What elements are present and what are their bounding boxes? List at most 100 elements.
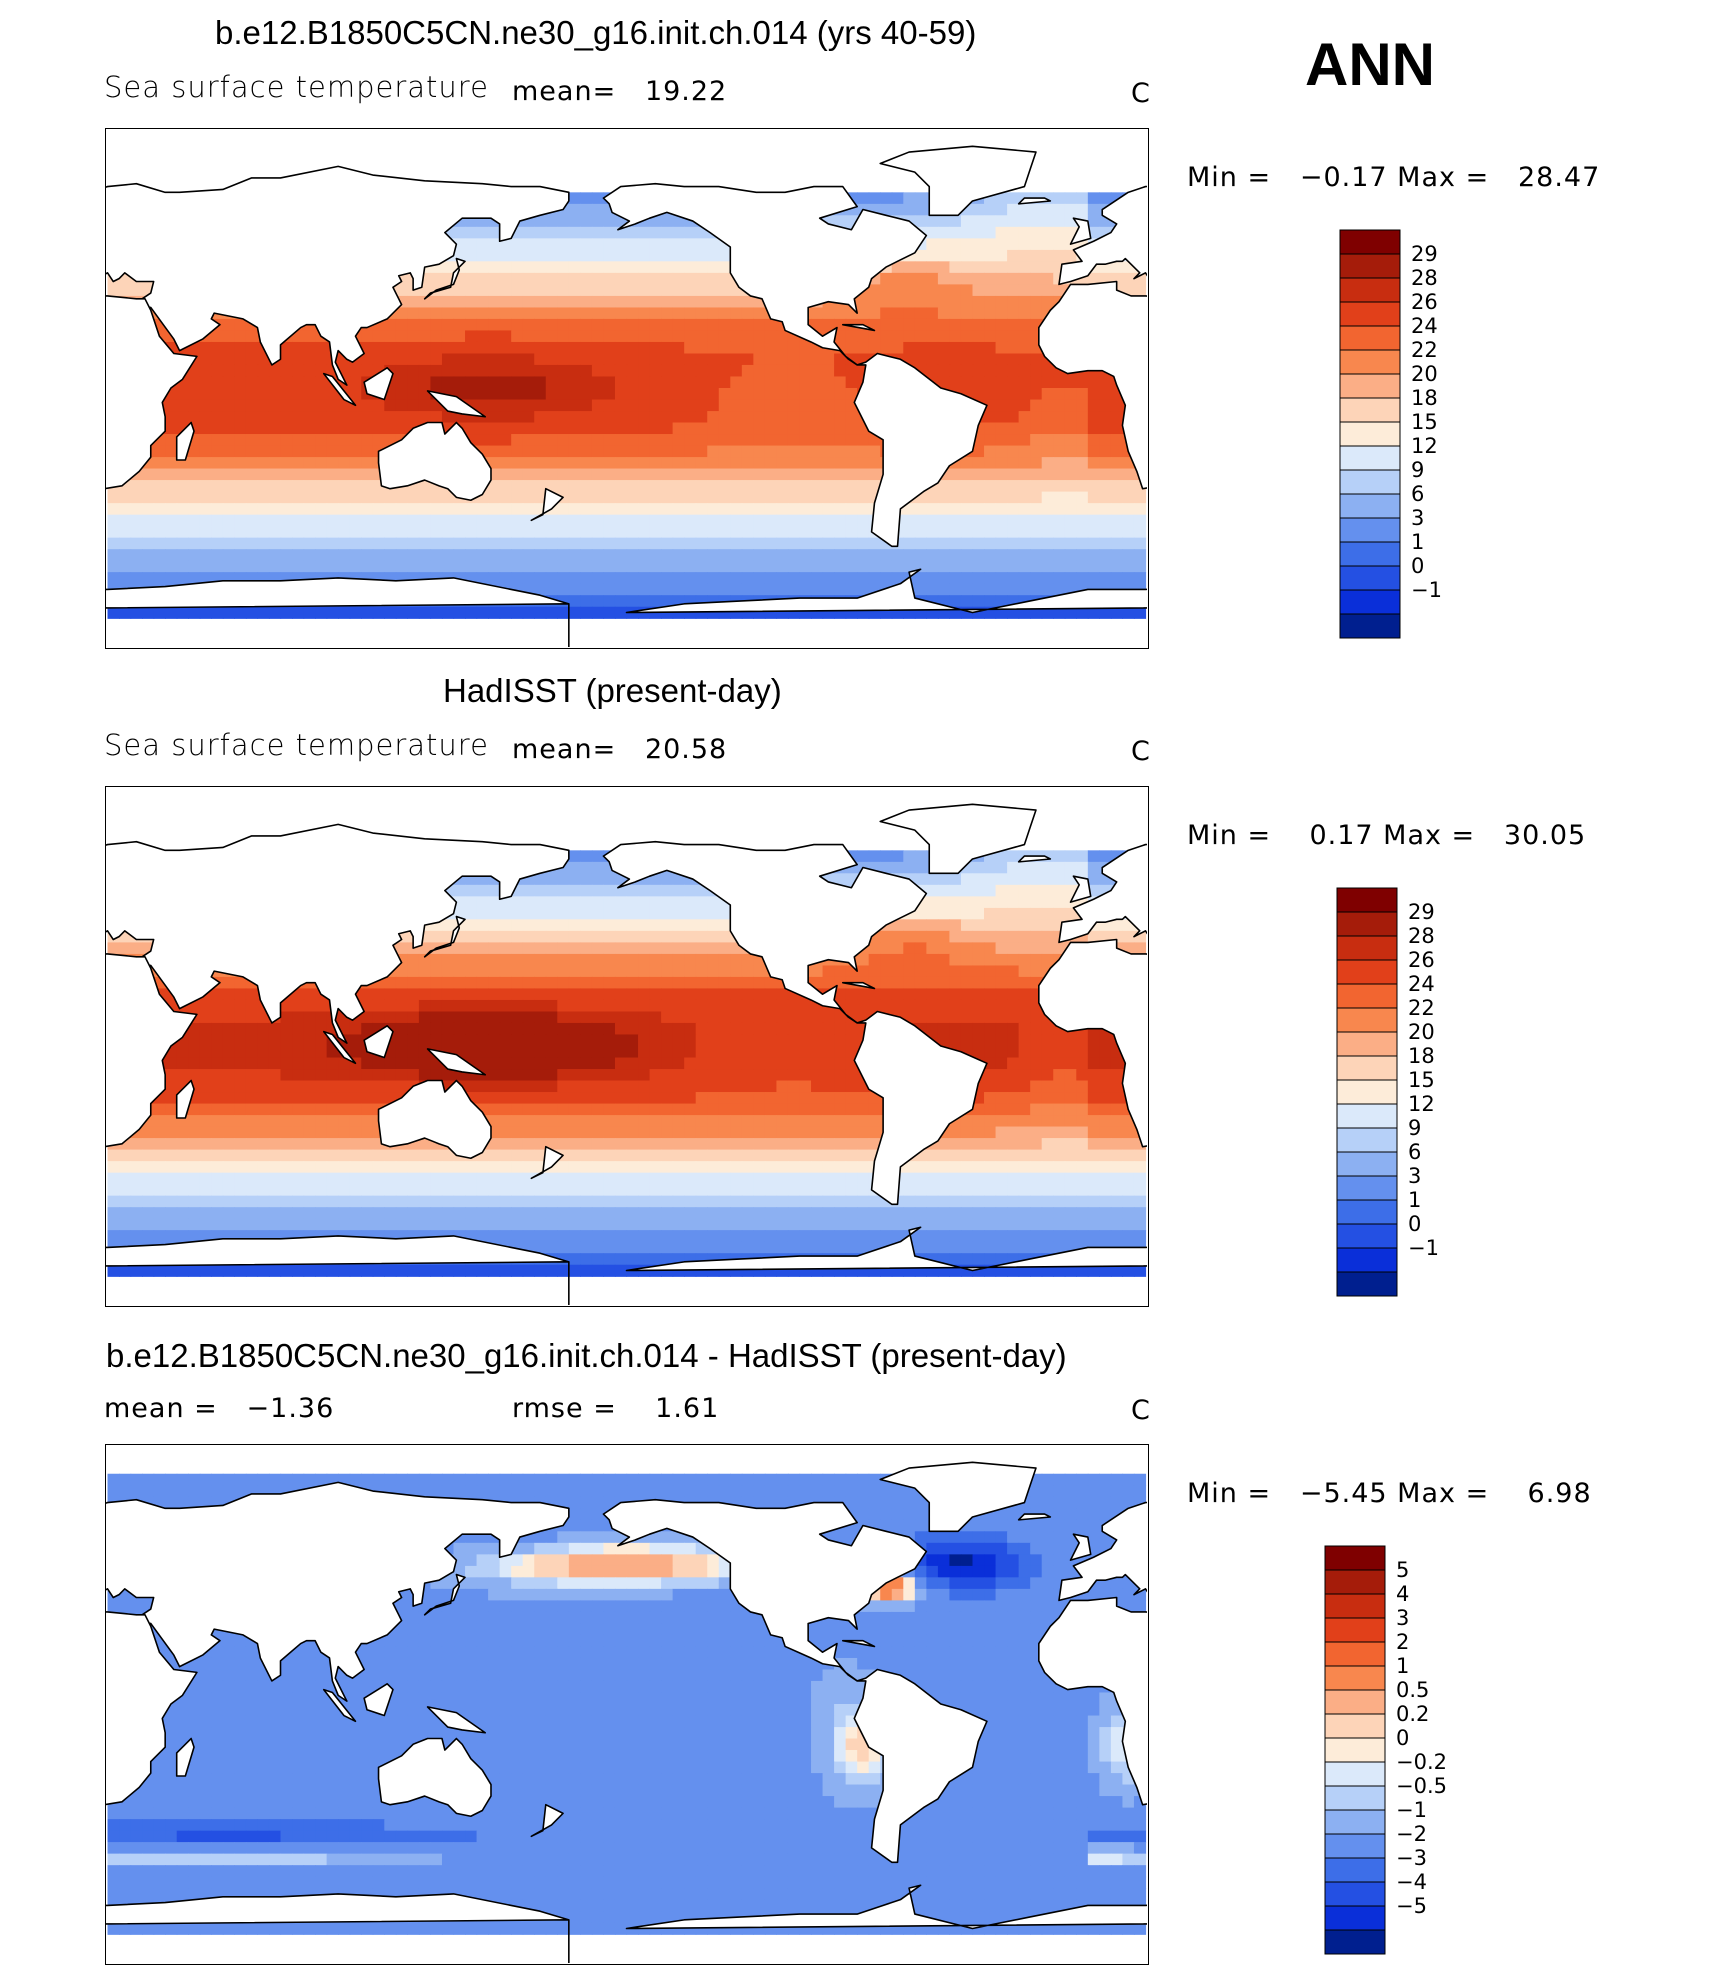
coastlines <box>106 145 1147 647</box>
panel3-map <box>105 1444 1149 1965</box>
legend-level-label: −2 <box>1396 1822 1427 1846</box>
legend-level-label: 4 <box>1396 1582 1409 1606</box>
panel1-variable-label: Sea surface temperature <box>104 70 489 104</box>
legend-level-label: 28 <box>1411 266 1438 290</box>
panel2-legend: 29 28 26 24 22 20 18 15 12 9 6 3 1 0 −1 <box>1336 887 1456 1299</box>
legend-swatch <box>1324 1737 1386 1763</box>
legend-level-label: 0.2 <box>1396 1702 1429 1726</box>
legend-swatch <box>1324 1593 1386 1619</box>
legend-swatch <box>1324 1833 1386 1859</box>
panel1-mean-label: mean= 19.22 <box>512 76 728 107</box>
legend-level-label: −0.5 <box>1396 1774 1447 1798</box>
legend-swatch <box>1336 1223 1398 1249</box>
legend-level-label: 12 <box>1411 434 1438 458</box>
coastlines <box>106 803 1147 1305</box>
legend-level-label: −5 <box>1396 1894 1427 1918</box>
legend-level-label: −4 <box>1396 1870 1427 1894</box>
panel1-units: C <box>1131 78 1151 109</box>
legend-swatch <box>1339 445 1401 471</box>
legend-level-label: −1 <box>1396 1798 1427 1822</box>
legend-swatch <box>1339 373 1401 399</box>
legend-swatch <box>1324 1881 1386 1907</box>
legend-swatch <box>1339 397 1401 423</box>
panel2-title: HadISST (present-day) <box>443 672 782 709</box>
legend-level-label: 3 <box>1411 506 1424 530</box>
legend-swatch <box>1339 469 1401 495</box>
legend-swatch <box>1324 1713 1386 1739</box>
legend-level-label: 26 <box>1411 290 1438 314</box>
legend-swatch <box>1339 589 1401 615</box>
panel1-legend: 29 28 26 24 22 20 18 15 12 9 6 3 1 0 −1 <box>1339 229 1459 641</box>
legend-level-label: 9 <box>1411 458 1424 482</box>
legend-level-label: 0.5 <box>1396 1678 1429 1702</box>
legend-level-label: 6 <box>1408 1140 1421 1164</box>
legend-swatch <box>1324 1857 1386 1883</box>
legend-level-label: 3 <box>1408 1164 1421 1188</box>
legend-swatch <box>1336 1079 1398 1105</box>
legend-level-label: 15 <box>1408 1068 1435 1092</box>
legend-level-label: 28 <box>1408 924 1435 948</box>
legend-swatch <box>1336 911 1398 937</box>
legend-swatch <box>1324 1929 1386 1955</box>
legend-swatch <box>1336 1055 1398 1081</box>
legend-swatch <box>1324 1905 1386 1931</box>
panel3-legend: 5 4 3 2 1 0.5 0.2 0 −0.2 −0.5 −1 −2 −3 −4 −5 <box>1324 1545 1447 1957</box>
panel1-map <box>105 128 1149 649</box>
legend-swatch <box>1324 1569 1386 1595</box>
legend-level-label: −1 <box>1411 578 1442 602</box>
legend-swatch <box>1324 1641 1386 1667</box>
legend-level-label: 18 <box>1408 1044 1435 1068</box>
legend-level-label: 1 <box>1411 530 1424 554</box>
legend-swatch <box>1324 1545 1386 1571</box>
legend-level-label: 5 <box>1396 1558 1409 1582</box>
legend-level-label: 15 <box>1411 410 1438 434</box>
legend-swatch <box>1336 887 1398 913</box>
legend-swatch <box>1339 253 1401 279</box>
legend-swatch <box>1336 1271 1398 1297</box>
legend-swatch <box>1336 1199 1398 1225</box>
legend-swatch <box>1336 1175 1398 1201</box>
legend-level-label: 22 <box>1408 996 1435 1020</box>
panel2-map <box>105 786 1149 1307</box>
legend-level-label: −0.2 <box>1396 1750 1447 1774</box>
legend-swatch <box>1336 1127 1398 1153</box>
legend-swatch <box>1339 229 1401 255</box>
legend-level-label: 6 <box>1411 482 1424 506</box>
legend-level-label: 0 <box>1408 1212 1421 1236</box>
panel3-title: b.e12.B1850C5CN.ne30_g16.init.ch.014 - H… <box>106 1337 1067 1374</box>
legend-swatch <box>1339 301 1401 327</box>
legend-swatch <box>1336 1247 1398 1273</box>
panel3-units: C <box>1131 1395 1151 1426</box>
coastlines <box>106 1461 1147 1963</box>
legend-swatch <box>1336 1151 1398 1177</box>
legend-level-label: 24 <box>1408 972 1435 996</box>
legend-swatch <box>1339 277 1401 303</box>
panel2-minmax: Min = 0.17 Max = 30.05 <box>1187 820 1587 851</box>
panel2-variable-label: Sea surface temperature <box>104 728 489 762</box>
legend-swatch <box>1324 1617 1386 1643</box>
legend-level-label: 29 <box>1411 242 1438 266</box>
legend-swatch <box>1336 983 1398 1009</box>
legend-level-label: 29 <box>1408 900 1435 924</box>
legend-swatch <box>1339 421 1401 447</box>
legend-level-label: 9 <box>1408 1116 1421 1140</box>
legend-swatch <box>1339 493 1401 519</box>
legend-swatch <box>1339 349 1401 375</box>
panel3-rmse-label: rmse = 1.61 <box>512 1393 720 1424</box>
legend-level-label: 3 <box>1396 1606 1409 1630</box>
legend-swatch <box>1339 517 1401 543</box>
panel3-mean-label: mean = −1.36 <box>104 1393 335 1424</box>
legend-swatch <box>1336 1031 1398 1057</box>
legend-level-label: 0 <box>1411 554 1424 578</box>
legend-level-label: 26 <box>1408 948 1435 972</box>
legend-swatch <box>1339 565 1401 591</box>
legend-swatch <box>1336 959 1398 985</box>
legend-swatch <box>1336 1007 1398 1033</box>
legend-swatch <box>1339 613 1401 639</box>
panel2-mean-label: mean= 20.58 <box>512 734 728 765</box>
panel3-minmax: Min = −5.45 Max = 6.98 <box>1187 1478 1592 1509</box>
legend-level-label: 2 <box>1396 1630 1409 1654</box>
legend-swatch <box>1336 935 1398 961</box>
legend-level-label: 1 <box>1408 1188 1421 1212</box>
legend-swatch <box>1324 1809 1386 1835</box>
